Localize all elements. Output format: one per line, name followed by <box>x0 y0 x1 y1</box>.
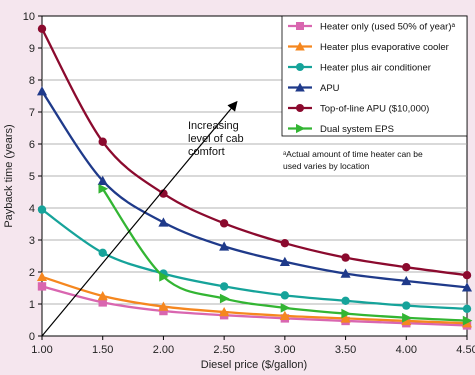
legend-marker <box>295 41 305 51</box>
footnote-line: used varies by location <box>283 161 370 171</box>
data-point <box>219 306 230 317</box>
y-tick-label: 1 <box>29 299 35 311</box>
data-point <box>36 271 48 281</box>
legend-label: Dual system EPS <box>320 124 394 135</box>
data-point <box>340 268 351 278</box>
x-axis-title: Diesel price ($/gallon) <box>201 359 307 371</box>
series-line <box>41 285 468 327</box>
data-point <box>341 253 350 262</box>
footnote: ᵃActual amount of time heater can be used… <box>283 149 423 171</box>
y-tick-label: 6 <box>29 139 35 151</box>
y-tick-label: 10 <box>23 11 35 23</box>
legend: Heater only (used 50% of year)ᵃ Heater pl… <box>281 15 468 137</box>
data-point <box>219 293 230 304</box>
data-point <box>401 315 412 326</box>
legend-marker <box>296 22 304 30</box>
data-point <box>341 308 352 319</box>
data-point <box>401 275 412 286</box>
x-tick-label: 2.00 <box>153 344 174 356</box>
data-point <box>341 296 350 305</box>
tick-layer: 0 1 2 3 4 5 6 7 8 9 10 1.00 1.50 2.00 2.50 3.00 3.50 4.00… <box>23 11 475 356</box>
x-tick-label: 2.50 <box>213 344 234 356</box>
data-point <box>97 175 108 185</box>
legend-marker <box>296 123 306 134</box>
data-point <box>279 256 290 266</box>
x-tick-label: 1.50 <box>92 344 113 356</box>
data-point <box>158 301 169 311</box>
x-tick-label: 4.50 <box>456 344 475 356</box>
data-point <box>159 306 168 316</box>
data-point <box>37 282 47 291</box>
series-3 <box>36 86 473 292</box>
data-point <box>98 248 107 257</box>
data-point <box>37 24 47 33</box>
legend-label: APU <box>320 83 340 94</box>
legend-label: Heater plus air conditioner <box>320 63 431 74</box>
data-point <box>98 298 107 307</box>
x-tick-label: 3.50 <box>335 344 356 356</box>
data-point <box>98 137 107 146</box>
legend-label: Heater plus evaporative cooler <box>320 42 449 53</box>
x-tick-label: 4.00 <box>396 344 417 356</box>
data-point <box>159 271 169 282</box>
data-point <box>280 303 291 313</box>
data-point <box>402 301 411 310</box>
legend-marker <box>296 63 304 71</box>
data-point <box>340 313 351 323</box>
annotation-arrow <box>41 100 238 337</box>
annotation-text: comfort <box>188 146 225 158</box>
x-tick-label: 3.00 <box>274 344 295 356</box>
data-point <box>97 290 108 301</box>
series-4 <box>37 24 472 280</box>
data-point <box>37 205 47 214</box>
y-tick-label: 3 <box>29 235 35 247</box>
legend-label: Top-of-line APU ($10,000) <box>320 104 429 115</box>
x-tick-label: 1.00 <box>31 344 52 356</box>
data-point <box>219 219 229 228</box>
annotation-text: level of cab <box>188 133 244 145</box>
annotation-text: Increasing <box>188 120 239 132</box>
series-line <box>41 275 468 325</box>
data-point <box>219 241 230 251</box>
data-point <box>402 312 412 323</box>
y-tick-label: 2 <box>29 267 35 279</box>
data-point <box>462 271 472 280</box>
y-tick-label: 4 <box>29 203 35 215</box>
data-point <box>462 304 472 313</box>
data-point <box>280 291 290 300</box>
legend-label: Heater only (used 50% of year)ᵃ <box>320 22 455 33</box>
data-point <box>461 282 473 292</box>
y-tick-label: 0 <box>29 331 35 343</box>
data-point <box>98 183 109 194</box>
data-point <box>158 217 169 227</box>
footnote-line: ᵃActual amount of time heater can be <box>283 149 423 159</box>
legend-marker <box>295 82 305 92</box>
y-tick-label: 5 <box>29 171 35 183</box>
data-point <box>36 86 48 96</box>
data-point <box>462 315 473 326</box>
legend-box <box>281 15 468 137</box>
y-tick-label: 9 <box>29 43 35 55</box>
series-1 <box>36 271 473 328</box>
series-layer <box>36 24 473 330</box>
series-5 <box>98 183 473 326</box>
y-tick-label: 8 <box>29 75 35 87</box>
y-tick-label: 7 <box>29 107 35 119</box>
data-point <box>280 239 290 248</box>
data-point <box>402 263 411 272</box>
series-2 <box>37 205 472 313</box>
legend-marker <box>296 104 304 112</box>
data-point <box>279 310 290 321</box>
data-point <box>219 282 229 291</box>
y-axis-title: Payback time (years) <box>3 124 15 227</box>
data-point <box>159 189 168 198</box>
